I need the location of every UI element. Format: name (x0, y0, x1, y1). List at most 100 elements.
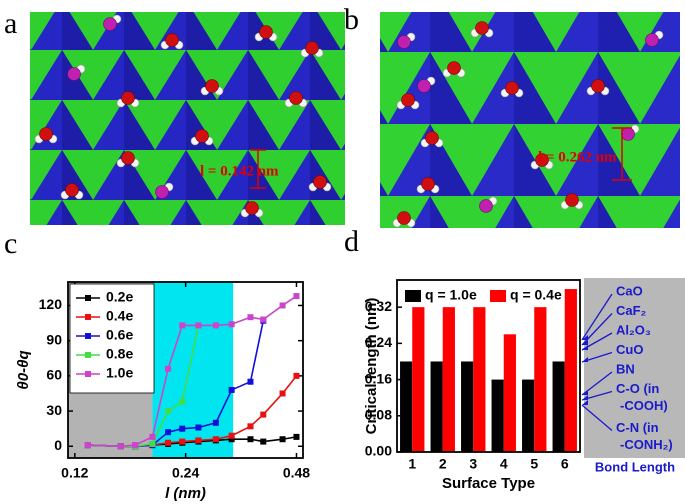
marker (293, 372, 300, 379)
bar (442, 307, 455, 452)
y-tick-label: 0.16 (365, 370, 392, 386)
x-tick-label: 1 (408, 456, 416, 472)
y-tick-label: 90 (46, 331, 62, 347)
y-tick-label: 0 (54, 437, 62, 453)
chart-c: 0 30 60 90 120 0.12 0.24 0.48 0.2e 0.4e 0.6e 0.8e 1.… (15, 281, 310, 502)
bond-arrowhead (582, 345, 588, 350)
marker (228, 432, 235, 439)
marker (165, 439, 172, 446)
y-tick-label: 30 (46, 402, 62, 418)
bar (400, 361, 413, 452)
marker (165, 408, 172, 415)
legend-label: q = 0.4e (510, 287, 562, 303)
marker (195, 322, 202, 329)
bond-label: BN (616, 361, 635, 376)
length-annotation: l = 0.262 nm (538, 149, 617, 165)
marker (293, 293, 300, 300)
y-tick-label: 0.00 (365, 443, 392, 459)
bar (430, 361, 443, 452)
legend-label: q = 1.0e (425, 287, 477, 303)
legend-label: 0.2e (106, 289, 133, 305)
legend-marker (85, 371, 91, 377)
shaded-region (152, 282, 234, 458)
marker (179, 438, 186, 445)
y-tick-label: 0.24 (365, 334, 392, 350)
bond-arrowhead (582, 357, 588, 362)
plot-area (397, 280, 580, 452)
x-tick-label: 3 (469, 456, 477, 472)
legend-box (69, 283, 155, 394)
legend-marker (85, 295, 91, 301)
x-tick-label: 0.12 (61, 465, 88, 481)
legend-marker (85, 333, 91, 339)
panel-label: b (344, 3, 359, 36)
bond-arrowhead (582, 400, 588, 405)
panel-label: a (4, 7, 17, 40)
marker (117, 443, 124, 450)
bond-arrowhead (582, 395, 588, 400)
marker (84, 442, 91, 449)
legend-swatch (405, 290, 421, 302)
marker (228, 321, 235, 328)
marker (149, 440, 156, 447)
bar (552, 361, 565, 452)
legend-label: 0.4e (106, 308, 133, 324)
legend-marker (85, 352, 91, 358)
x-tick-label: 2 (439, 456, 447, 472)
marker (179, 322, 186, 329)
marker (247, 423, 254, 430)
bond-label: C-N (in (616, 420, 659, 435)
x-tick-label: 0.24 (172, 465, 199, 481)
bar (503, 334, 516, 452)
bond-label: C-O (in (616, 381, 659, 396)
panel-label: d (344, 225, 359, 258)
bond-label: CuO (616, 342, 643, 357)
legend-swatch (490, 290, 506, 302)
bond-label: -CONH₂) (620, 437, 673, 452)
y-tick-label: 0.32 (365, 298, 392, 314)
x-axis-label: Surface Type (442, 475, 535, 492)
bar (534, 307, 547, 452)
marker (279, 302, 286, 309)
marker (279, 436, 286, 443)
panel-label: c (4, 227, 17, 260)
bond-label: CaO (616, 283, 643, 298)
y-tick-label: 120 (39, 296, 63, 312)
marker (260, 316, 267, 323)
marker (165, 429, 172, 436)
surface-image (30, 12, 345, 225)
x-tick-label: 5 (530, 456, 538, 472)
legend-label: 0.6e (106, 327, 133, 343)
bond-label: CaF₂ (616, 303, 647, 318)
annotation-panel (584, 278, 685, 458)
marker (179, 398, 186, 405)
surface-image (380, 12, 680, 228)
marker (228, 386, 235, 393)
bond-arrowhead (582, 335, 588, 340)
legend-marker (85, 314, 91, 320)
marker (247, 436, 254, 443)
marker (212, 436, 219, 443)
plot-frame (67, 281, 304, 459)
marker (279, 390, 286, 397)
x-tick-label: 0.48 (283, 465, 310, 481)
x-axis-label: l (nm) (165, 485, 206, 502)
marker (212, 419, 219, 426)
bar (473, 307, 486, 452)
y-tick-label: 0.08 (365, 406, 392, 422)
bar (491, 379, 504, 452)
bar (412, 307, 425, 452)
marker (149, 433, 156, 440)
y-tick-label: 60 (46, 367, 62, 383)
panel-a: l = 0.142 nm a (4, 7, 345, 225)
marker (260, 438, 267, 445)
panel-b: l = 0.262 nm b (344, 3, 680, 228)
marker (247, 314, 254, 321)
plot-frame (396, 279, 581, 453)
bond-arrow (581, 293, 613, 341)
legend-label: 0.8e (106, 346, 133, 362)
bar (564, 289, 577, 452)
marker (179, 425, 186, 432)
length-annotation: l = 0.142 nm (200, 163, 279, 179)
